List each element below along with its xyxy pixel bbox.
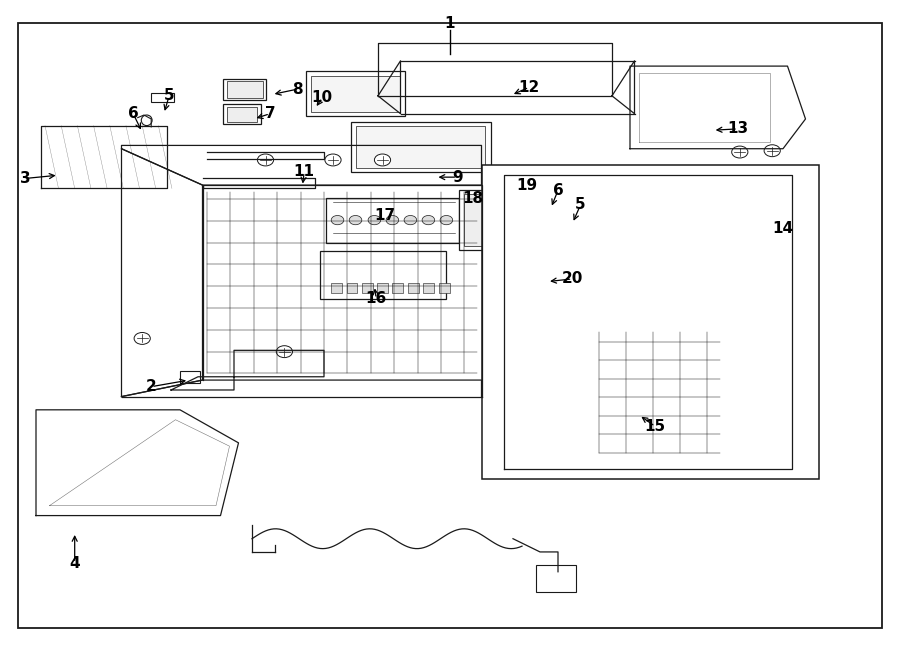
Text: 9: 9 <box>452 170 463 184</box>
Text: 8: 8 <box>292 82 302 97</box>
Text: 20: 20 <box>562 272 583 286</box>
Bar <box>464 194 548 246</box>
Bar <box>331 283 342 293</box>
Text: 16: 16 <box>365 292 387 306</box>
Text: 5: 5 <box>575 198 586 212</box>
Text: 13: 13 <box>727 122 749 136</box>
Bar <box>227 107 257 122</box>
Bar <box>362 283 373 293</box>
Bar <box>535 275 563 290</box>
Bar <box>227 81 263 98</box>
Bar <box>351 122 490 172</box>
Circle shape <box>331 215 344 225</box>
Bar <box>459 190 554 250</box>
Bar <box>392 283 403 293</box>
Bar <box>542 196 581 230</box>
Bar <box>488 327 573 400</box>
Text: 18: 18 <box>462 191 483 206</box>
Text: 1: 1 <box>445 16 455 30</box>
Bar <box>520 264 633 383</box>
Circle shape <box>325 154 341 166</box>
Text: 14: 14 <box>772 221 794 235</box>
Bar <box>311 76 400 112</box>
Bar <box>439 283 450 293</box>
Text: 11: 11 <box>293 165 315 179</box>
Bar <box>306 71 405 116</box>
Bar <box>492 330 569 397</box>
Bar <box>596 332 720 456</box>
Bar <box>423 283 434 293</box>
Text: 10: 10 <box>311 91 333 105</box>
Bar <box>531 272 567 292</box>
Bar <box>536 565 576 592</box>
Text: 17: 17 <box>374 208 396 223</box>
Circle shape <box>257 154 274 166</box>
Text: 15: 15 <box>644 419 666 434</box>
Circle shape <box>368 215 381 225</box>
Ellipse shape <box>543 206 554 217</box>
Circle shape <box>422 215 435 225</box>
Bar <box>346 283 357 293</box>
Bar <box>320 251 446 299</box>
Bar <box>643 264 755 383</box>
Circle shape <box>374 154 391 166</box>
Bar <box>513 185 774 463</box>
Bar <box>482 165 819 479</box>
Bar <box>151 93 174 102</box>
Circle shape <box>386 215 399 225</box>
Circle shape <box>276 346 292 358</box>
Text: 6: 6 <box>553 183 563 198</box>
Bar <box>377 283 388 293</box>
Circle shape <box>134 332 150 344</box>
Bar <box>223 79 266 100</box>
Text: 19: 19 <box>516 178 537 192</box>
Circle shape <box>732 146 748 158</box>
Text: 2: 2 <box>146 379 157 394</box>
Text: 12: 12 <box>518 80 540 95</box>
Circle shape <box>349 215 362 225</box>
Bar <box>592 327 725 459</box>
Bar <box>520 392 755 455</box>
Text: 3: 3 <box>20 171 31 186</box>
Bar <box>564 217 584 227</box>
Ellipse shape <box>141 115 152 126</box>
Bar <box>326 198 459 243</box>
Bar <box>538 193 585 233</box>
Bar <box>180 371 200 383</box>
Bar <box>356 126 485 168</box>
Bar <box>223 104 261 124</box>
Text: 5: 5 <box>164 89 175 103</box>
Circle shape <box>764 145 780 157</box>
Bar <box>408 283 418 293</box>
Text: 6: 6 <box>128 106 139 121</box>
Circle shape <box>404 215 417 225</box>
Text: 4: 4 <box>69 556 80 570</box>
Text: 7: 7 <box>265 106 275 121</box>
Circle shape <box>440 215 453 225</box>
